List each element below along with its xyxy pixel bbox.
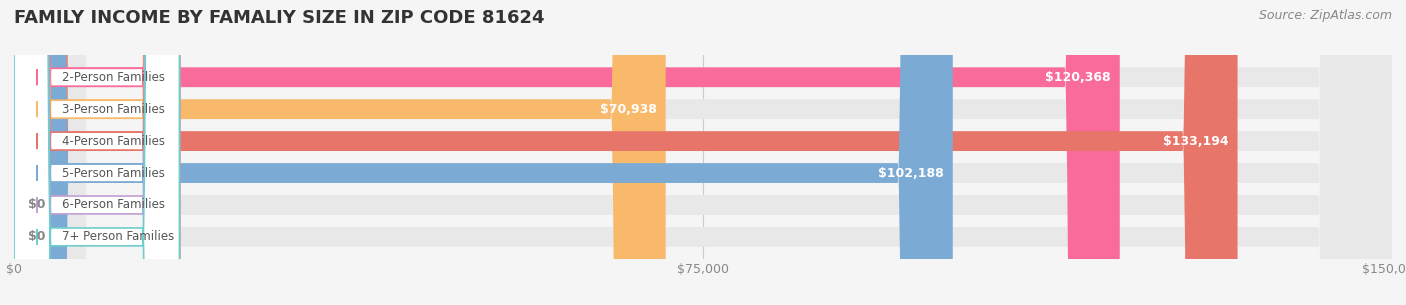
FancyBboxPatch shape xyxy=(14,0,1237,305)
FancyBboxPatch shape xyxy=(14,0,1392,305)
Text: 3-Person Families: 3-Person Families xyxy=(62,103,165,116)
FancyBboxPatch shape xyxy=(14,0,180,305)
Text: 4-Person Families: 4-Person Families xyxy=(62,135,165,148)
FancyBboxPatch shape xyxy=(14,0,1392,305)
FancyBboxPatch shape xyxy=(14,0,180,305)
Text: $133,194: $133,194 xyxy=(1163,135,1229,148)
Text: 2-Person Families: 2-Person Families xyxy=(62,71,165,84)
FancyBboxPatch shape xyxy=(14,0,1392,305)
FancyBboxPatch shape xyxy=(14,0,953,305)
FancyBboxPatch shape xyxy=(14,0,180,305)
Text: $120,368: $120,368 xyxy=(1045,71,1111,84)
FancyBboxPatch shape xyxy=(14,0,665,305)
Text: 7+ Person Families: 7+ Person Families xyxy=(62,230,174,243)
FancyBboxPatch shape xyxy=(14,0,1392,305)
FancyBboxPatch shape xyxy=(14,0,180,305)
FancyBboxPatch shape xyxy=(14,0,1392,305)
FancyBboxPatch shape xyxy=(14,0,180,305)
Text: FAMILY INCOME BY FAMALIY SIZE IN ZIP CODE 81624: FAMILY INCOME BY FAMALIY SIZE IN ZIP COD… xyxy=(14,9,544,27)
Text: $0: $0 xyxy=(28,199,45,211)
Text: $70,938: $70,938 xyxy=(599,103,657,116)
Text: $102,188: $102,188 xyxy=(877,167,943,180)
FancyBboxPatch shape xyxy=(14,0,1119,305)
Text: $0: $0 xyxy=(28,230,45,243)
Text: 6-Person Families: 6-Person Families xyxy=(62,199,165,211)
Text: Source: ZipAtlas.com: Source: ZipAtlas.com xyxy=(1258,9,1392,22)
Text: 5-Person Families: 5-Person Families xyxy=(62,167,165,180)
FancyBboxPatch shape xyxy=(14,0,180,305)
FancyBboxPatch shape xyxy=(14,0,1392,305)
